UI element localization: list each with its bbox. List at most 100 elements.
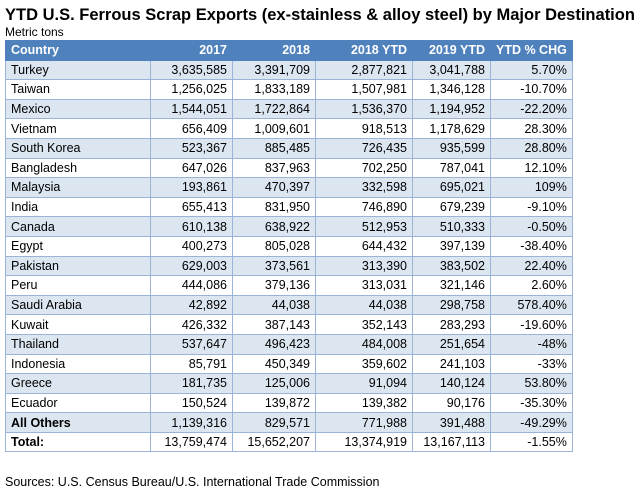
column-header: 2019 YTD <box>412 40 491 61</box>
table-row: Egypt 400,273 805,028 644,432 397,139 -38.40% <box>5 235 573 257</box>
cell: 352,143 <box>315 314 413 335</box>
cell: 496,423 <box>232 333 316 355</box>
cell: 829,571 <box>232 412 316 433</box>
row-label: Ecuador <box>5 392 151 414</box>
cell: 373,561 <box>232 255 316 277</box>
cell: 44,038 <box>315 294 413 316</box>
cell: 702,250 <box>315 157 413 179</box>
table-row: Greece 181,735 125,006 91,094 140,124 53.80% <box>5 373 573 394</box>
cell: 332,598 <box>315 177 413 198</box>
cell: -1.55% <box>490 431 573 453</box>
table-row: South Korea 523,367 885,485 726,435 935,599 2… <box>5 137 573 159</box>
cell: 1,507,981 <box>315 79 413 100</box>
cell: 139,872 <box>232 392 316 414</box>
cell: 638,922 <box>232 216 316 237</box>
cell: 537,647 <box>150 333 233 355</box>
table-row: Total: 13,759,474 15,652,207 13,374,919 13,1… <box>5 431 573 453</box>
cell: 383,502 <box>412 255 491 277</box>
row-label: Canada <box>5 216 151 237</box>
column-header: YTD % CHG <box>490 40 573 61</box>
cell: 510,333 <box>412 216 491 237</box>
row-label: South Korea <box>5 137 151 159</box>
row-label: Kuwait <box>5 314 151 335</box>
table-row: Kuwait 426,332 387,143 352,143 283,293 -19.60… <box>5 314 573 335</box>
cell: 512,953 <box>315 216 413 237</box>
cell: 13,759,474 <box>150 431 233 453</box>
cell: 3,391,709 <box>232 59 316 81</box>
cell: 746,890 <box>315 196 413 218</box>
cell: 831,950 <box>232 196 316 218</box>
cell: 2.60% <box>490 275 573 296</box>
row-label: Peru <box>5 275 151 296</box>
cell: 523,367 <box>150 137 233 159</box>
table-row: Bangladesh 647,026 837,963 702,250 787,041 12… <box>5 157 573 179</box>
table-row: Canada 610,138 638,922 512,953 510,333 -0.50% <box>5 216 573 237</box>
row-label: Bangladesh <box>5 157 151 179</box>
cell: -38.40% <box>490 235 573 257</box>
cell: 140,124 <box>412 373 491 394</box>
cell: 1,009,601 <box>232 118 316 139</box>
cell: -9.10% <box>490 196 573 218</box>
cell: 1,833,189 <box>232 79 316 100</box>
table-row: Peru 444,086 379,136 313,031 321,146 2.60% <box>5 275 573 296</box>
cell: 5.70% <box>490 59 573 81</box>
table-row: Pakistan 629,003 373,561 313,390 383,502 22.4… <box>5 255 573 277</box>
cell: 12.10% <box>490 157 573 179</box>
cell: 644,432 <box>315 235 413 257</box>
table-row: Ecuador 150,524 139,872 139,382 90,176 -35.30… <box>5 392 573 414</box>
table-row: Malaysia 193,861 470,397 332,598 695,021 109% <box>5 177 573 198</box>
cell: 1,194,952 <box>412 98 491 120</box>
cell: 13,167,113 <box>412 431 491 453</box>
cell: 391,488 <box>412 412 491 433</box>
table-body: Turkey 3,635,585 3,391,709 2,877,821 3,041,7… <box>5 59 573 453</box>
cell: 359,602 <box>315 353 413 375</box>
source-note: Sources: U.S. Census Bureau/U.S. Interna… <box>5 475 380 489</box>
row-label: All Others <box>5 412 151 433</box>
cell: 695,021 <box>412 177 491 198</box>
row-label: Vietnam <box>5 118 151 139</box>
cell: -49.29% <box>490 412 573 433</box>
row-label: Pakistan <box>5 255 151 277</box>
cell: 837,963 <box>232 157 316 179</box>
cell: 313,031 <box>315 275 413 296</box>
row-label: Egypt <box>5 235 151 257</box>
table-row: All Others 1,139,316 829,571 771,988 391,488… <box>5 412 573 433</box>
row-label: Taiwan <box>5 79 151 100</box>
cell: 885,485 <box>232 137 316 159</box>
row-label: Greece <box>5 373 151 394</box>
cell: 22.40% <box>490 255 573 277</box>
cell: 313,390 <box>315 255 413 277</box>
cell: 15,652,207 <box>232 431 316 453</box>
cell: 28.80% <box>490 137 573 159</box>
cell: 647,026 <box>150 157 233 179</box>
cell: 610,138 <box>150 216 233 237</box>
cell: 321,146 <box>412 275 491 296</box>
row-label: Saudi Arabia <box>5 294 151 316</box>
cell: 90,176 <box>412 392 491 414</box>
cell: 655,413 <box>150 196 233 218</box>
cell: 44,038 <box>232 294 316 316</box>
unit-label: Metric tons <box>5 25 64 39</box>
cell: -19.60% <box>490 314 573 335</box>
row-label: Total: <box>5 431 151 453</box>
cell: -35.30% <box>490 392 573 414</box>
cell: 109% <box>490 177 573 198</box>
cell: 150,524 <box>150 392 233 414</box>
row-label: Thailand <box>5 333 151 355</box>
column-header: 2018 <box>232 40 316 61</box>
table-row: Turkey 3,635,585 3,391,709 2,877,821 3,041,7… <box>5 59 573 81</box>
cell: 193,861 <box>150 177 233 198</box>
cell: 426,332 <box>150 314 233 335</box>
cell: -33% <box>490 353 573 375</box>
cell: 3,635,585 <box>150 59 233 81</box>
cell: 139,382 <box>315 392 413 414</box>
cell: -10.70% <box>490 79 573 100</box>
column-header: Country <box>5 40 151 61</box>
row-label: India <box>5 196 151 218</box>
cell: 918,513 <box>315 118 413 139</box>
cell: 13,374,919 <box>315 431 413 453</box>
title: YTD U.S. Ferrous Scrap Exports (ex-stain… <box>5 6 635 24</box>
row-label: Indonesia <box>5 353 151 375</box>
cell: 241,103 <box>412 353 491 375</box>
cell: 3,041,788 <box>412 59 491 81</box>
